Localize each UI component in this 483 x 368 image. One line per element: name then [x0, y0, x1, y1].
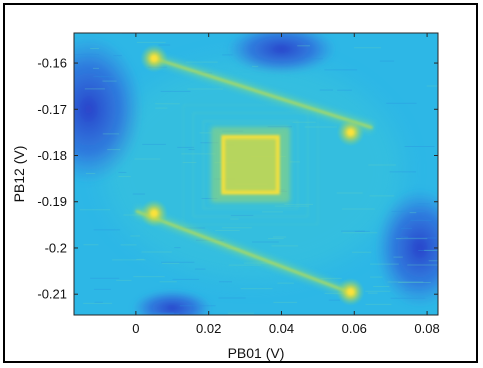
central-echo-ring — [192, 112, 309, 218]
x-tick-label: 0.04 — [269, 321, 294, 336]
y-tick-label: -0.2 — [45, 240, 67, 255]
diagonal-line — [135, 209, 355, 296]
dark-region — [374, 187, 438, 308]
central-feature — [182, 104, 319, 226]
dark-region — [74, 34, 144, 185]
dark-regions — [74, 33, 438, 315]
x-tick-label: 0.08 — [414, 321, 439, 336]
central-echo-ring — [202, 120, 299, 210]
hotspot-core — [150, 54, 158, 62]
dark-region — [226, 33, 337, 75]
y-tick-label: -0.18 — [37, 148, 67, 163]
vertical-lines — [151, 33, 354, 315]
x-tick-label: 0 — [132, 321, 139, 336]
diagonal-lines — [134, 54, 374, 299]
hotspot-core — [150, 209, 158, 217]
x-axis: 0 0.02 0.04 0.06 0.08 — [132, 33, 440, 336]
hotspot-core — [347, 288, 355, 296]
hotspot-core — [347, 128, 355, 136]
axes-box — [73, 32, 439, 316]
hotspots — [140, 44, 365, 306]
y-tick-label: -0.21 — [37, 287, 67, 302]
x-tick-label: 0.06 — [342, 321, 367, 336]
diagonal-line — [153, 57, 373, 129]
y-tick-label: -0.16 — [37, 56, 67, 71]
central-echo-ring — [182, 104, 319, 226]
x-axis-title: PB01 (V) — [228, 345, 285, 361]
central-rect-edge — [221, 135, 280, 195]
plot-area — [74, 33, 438, 315]
y-axis-title: PB12 (V) — [11, 146, 27, 203]
y-tick-label: -0.17 — [37, 102, 67, 117]
central-fill — [223, 137, 278, 193]
x-tick-label: 0.02 — [196, 321, 221, 336]
y-tick-label: -0.19 — [37, 194, 67, 209]
y-axis: -0.16 -0.17 -0.18 -0.19 -0.2 -0.21 — [37, 56, 438, 302]
